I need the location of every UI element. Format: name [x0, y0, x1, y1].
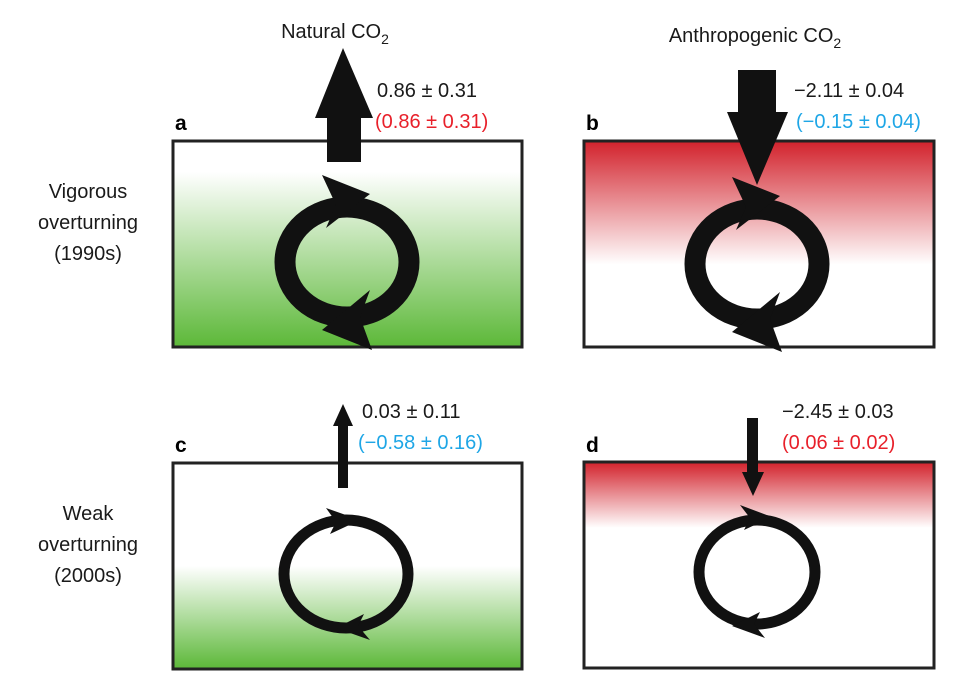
panel-d: d −2.45 ± 0.03 (0.06 ± 0.02) [582, 401, 936, 670]
panel-label: c [175, 434, 187, 457]
flux-change-value: (−0.15 ± 0.04) [796, 111, 921, 133]
svg-text:(2000s): (2000s) [54, 565, 122, 587]
down-arrow-icon [742, 418, 764, 496]
panel-c: c 0.03 ± 0.11 (−0.58 ± 0.16) [171, 401, 524, 671]
flux-change-value: (0.86 ± 0.31) [375, 111, 488, 133]
svg-text:overturning: overturning [38, 534, 138, 556]
panel-label: d [586, 434, 599, 457]
overturning-circulation-icon [274, 175, 420, 350]
flux-change-value: (0.06 ± 0.02) [782, 432, 895, 454]
flux-value: −2.11 ± 0.04 [794, 80, 904, 102]
svg-text:(1990s): (1990s) [54, 243, 122, 265]
up-arrow-icon [333, 404, 353, 488]
panel-label: a [175, 112, 187, 135]
flux-value: 0.86 ± 0.31 [377, 80, 477, 102]
panel-label: b [586, 112, 599, 135]
column-title-natural: Natural CO2 [281, 21, 389, 47]
svg-text:Vigorous: Vigorous [49, 181, 128, 203]
up-arrow-icon [315, 48, 373, 162]
row-label-vigorous: Vigorous overturning (1990s) [38, 181, 138, 265]
overturning-circulation-icon [278, 508, 414, 640]
ocean-box [582, 460, 936, 670]
down-arrow-icon [727, 70, 788, 185]
overturning-circulation-icon [684, 177, 830, 352]
overturning-circulation-icon [693, 505, 821, 638]
flux-value: −2.45 ± 0.03 [782, 401, 894, 423]
column-title-anthropogenic: Anthropogenic CO2 [669, 25, 842, 51]
flux-value: 0.03 ± 0.11 [362, 401, 460, 423]
flux-change-value: (−0.58 ± 0.16) [358, 432, 483, 454]
panel-b: b −2.11 ± 0.04 (−0.15 ± 0.04) [582, 70, 936, 352]
row-label-weak: Weak overturning (2000s) [38, 503, 138, 587]
ocean-box [171, 461, 524, 671]
panel-a: a 0.86 ± 0.31 (0.86 ± 0.31) [171, 48, 524, 350]
svg-text:overturning: overturning [38, 212, 138, 234]
svg-text:Weak: Weak [63, 503, 115, 525]
